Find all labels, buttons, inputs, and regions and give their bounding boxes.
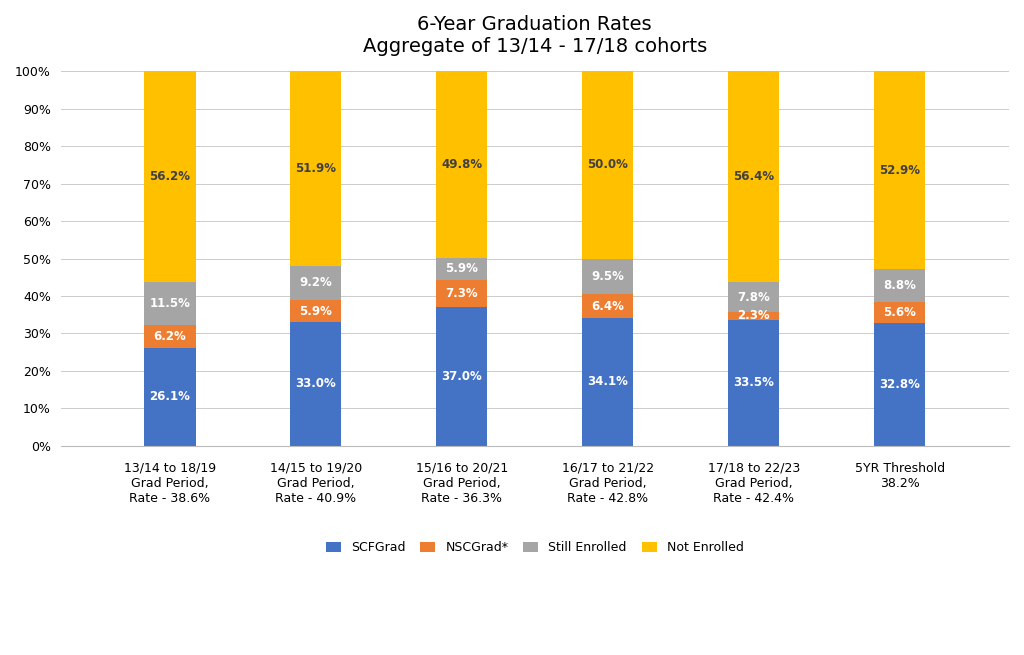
- Bar: [874, 323, 925, 445]
- Bar: [583, 259, 633, 294]
- Text: 52.9%: 52.9%: [879, 164, 921, 177]
- Text: 5.9%: 5.9%: [299, 305, 333, 318]
- Bar: [436, 307, 487, 445]
- Legend: SCFGrad, NSCGrad*, Still Enrolled, Not Enrolled: SCFGrad, NSCGrad*, Still Enrolled, Not E…: [321, 536, 749, 559]
- Bar: [728, 71, 779, 282]
- Text: 37.0%: 37.0%: [441, 370, 482, 383]
- Text: 51.9%: 51.9%: [296, 162, 337, 175]
- Bar: [436, 280, 487, 307]
- Text: 2.3%: 2.3%: [737, 309, 770, 322]
- Text: 49.8%: 49.8%: [441, 158, 482, 171]
- Text: 50.0%: 50.0%: [588, 159, 628, 172]
- Text: 5.9%: 5.9%: [445, 262, 478, 275]
- Text: 32.8%: 32.8%: [880, 378, 920, 390]
- Title: 6-Year Graduation Rates
Aggregate of 13/14 - 17/18 cohorts: 6-Year Graduation Rates Aggregate of 13/…: [362, 15, 707, 56]
- Text: 56.4%: 56.4%: [733, 170, 774, 183]
- Bar: [874, 302, 925, 323]
- Bar: [144, 325, 196, 348]
- Bar: [144, 71, 196, 282]
- Bar: [144, 282, 196, 325]
- Text: 11.5%: 11.5%: [150, 297, 190, 310]
- Text: 9.2%: 9.2%: [300, 276, 333, 290]
- Bar: [436, 258, 487, 280]
- Text: 5.6%: 5.6%: [883, 306, 916, 319]
- Text: 56.2%: 56.2%: [150, 170, 190, 183]
- Bar: [728, 312, 779, 320]
- Text: 6.2%: 6.2%: [154, 330, 186, 343]
- Text: 34.1%: 34.1%: [588, 375, 628, 388]
- Bar: [291, 71, 341, 266]
- Text: 7.8%: 7.8%: [737, 291, 770, 303]
- Bar: [874, 269, 925, 302]
- Bar: [291, 266, 341, 300]
- Text: 26.1%: 26.1%: [150, 390, 190, 403]
- Bar: [291, 300, 341, 322]
- Bar: [728, 320, 779, 445]
- Bar: [436, 71, 487, 258]
- Bar: [291, 322, 341, 445]
- Bar: [583, 318, 633, 445]
- Bar: [583, 71, 633, 259]
- Bar: [874, 71, 925, 269]
- Text: 33.5%: 33.5%: [733, 377, 774, 389]
- Bar: [144, 348, 196, 445]
- Text: 33.0%: 33.0%: [296, 377, 336, 390]
- Text: 7.3%: 7.3%: [445, 287, 478, 300]
- Text: 6.4%: 6.4%: [591, 299, 625, 312]
- Bar: [583, 294, 633, 318]
- Text: 8.8%: 8.8%: [883, 279, 916, 292]
- Bar: [728, 282, 779, 312]
- Text: 9.5%: 9.5%: [591, 270, 625, 283]
